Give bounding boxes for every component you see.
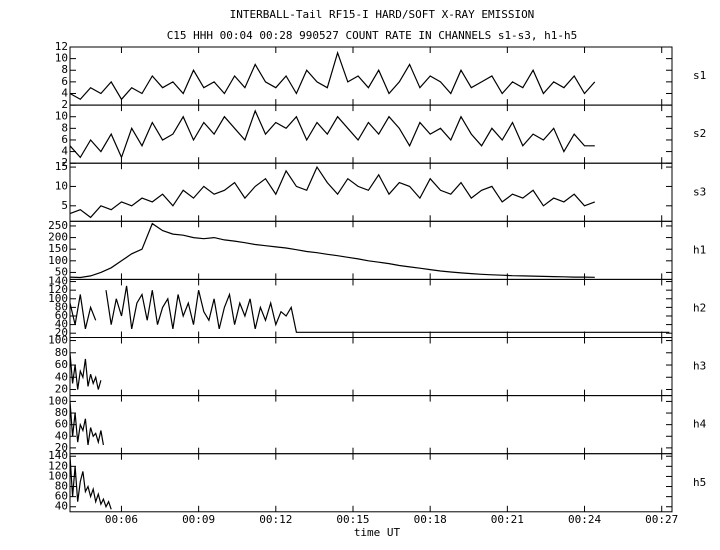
y-tick-label: 140	[48, 275, 68, 288]
y-tick-label: 200	[48, 231, 68, 244]
data-line	[69, 109, 595, 160]
panel-name: s3	[693, 185, 706, 198]
data-line	[105, 285, 670, 333]
y-tick-label: 8	[61, 63, 68, 76]
y-tick-label: 60	[55, 490, 68, 503]
x-tick-label: 00:21	[491, 513, 524, 526]
y-tick-label: 6	[61, 75, 68, 88]
y-tick-label: 100	[48, 394, 68, 407]
data-line	[69, 165, 596, 219]
x-tick-label: 00:18	[414, 513, 447, 526]
data-line	[69, 222, 595, 279]
y-tick-label: 150	[48, 242, 68, 255]
y-tick-label: 20	[55, 382, 68, 395]
y-tick-label: 120	[48, 459, 68, 472]
chart-title: INTERBALL-Tail RF15-I HARD/SOFT X-RAY EM…	[230, 8, 535, 21]
y-tick-label: 4	[61, 86, 68, 99]
y-tick-label: 6	[61, 133, 68, 146]
data-line	[69, 50, 596, 101]
y-tick-label: 80	[55, 346, 68, 359]
y-tick-label: 40	[55, 318, 68, 331]
chart-subtitle: C15 HHH 00:04 00:28 990527 COUNT RATE IN…	[167, 29, 578, 42]
y-tick-label: 100	[48, 292, 68, 305]
panel-frame	[69, 278, 673, 338]
x-tick-label: 00:15	[336, 513, 369, 526]
y-tick-label: 2	[61, 156, 68, 169]
y-tick-label: 100	[48, 469, 68, 482]
panel-frame	[69, 162, 673, 222]
y-tick-label: 80	[55, 480, 68, 493]
panel-frame	[69, 104, 673, 164]
data-line	[69, 352, 102, 390]
y-tick-label: 12	[55, 40, 68, 53]
y-tick-label: 100	[48, 254, 68, 267]
panel-frame	[69, 46, 673, 106]
y-tick-label: 20	[55, 326, 68, 339]
y-tick-label: 50	[55, 265, 68, 278]
panel-name: h5	[693, 476, 706, 489]
y-tick-label: 10	[55, 52, 68, 65]
panel-frame	[69, 395, 673, 455]
y-tick-label: 2	[61, 98, 68, 111]
y-tick-label: 250	[48, 219, 68, 232]
panel-frame	[69, 453, 673, 513]
y-tick-label: 60	[55, 358, 68, 371]
x-tick-label: 00:12	[259, 513, 292, 526]
y-tick-label: 20	[55, 441, 68, 454]
y-tick-label: 60	[55, 309, 68, 322]
y-tick-label: 120	[48, 283, 68, 296]
y-tick-label: 10	[55, 179, 68, 192]
data-line	[69, 456, 112, 510]
panel-name: h2	[693, 301, 706, 314]
y-tick-label: 4	[61, 145, 68, 158]
y-tick-label: 60	[55, 418, 68, 431]
x-tick-label: 00:27	[645, 513, 678, 526]
y-tick-label: 80	[55, 406, 68, 419]
y-tick-label: 80	[55, 300, 68, 313]
panel-name: s2	[693, 127, 706, 140]
x-tick-label: 00:24	[568, 513, 601, 526]
y-tick-label: 40	[55, 500, 68, 513]
panel-name: h4	[693, 418, 707, 431]
panel-frame	[69, 337, 673, 397]
panel-frame	[69, 220, 673, 280]
data-line	[69, 294, 97, 330]
y-tick-label: 40	[55, 429, 68, 442]
x-axis-label: time UT	[354, 526, 401, 539]
y-tick-label: 10	[55, 110, 68, 123]
panel-name: h1	[693, 243, 706, 256]
data-line	[69, 401, 104, 446]
y-tick-label: 8	[61, 121, 68, 134]
panel-name: s1	[693, 69, 706, 82]
y-tick-label: 100	[48, 334, 68, 347]
y-tick-label: 140	[48, 449, 68, 462]
y-tick-label: 5	[61, 199, 68, 212]
y-tick-label: 15	[55, 160, 68, 173]
x-tick-label: 00:09	[182, 513, 215, 526]
y-tick-label: 40	[55, 370, 68, 383]
panel-name: h3	[693, 360, 706, 373]
x-tick-label: 00:06	[105, 513, 138, 526]
